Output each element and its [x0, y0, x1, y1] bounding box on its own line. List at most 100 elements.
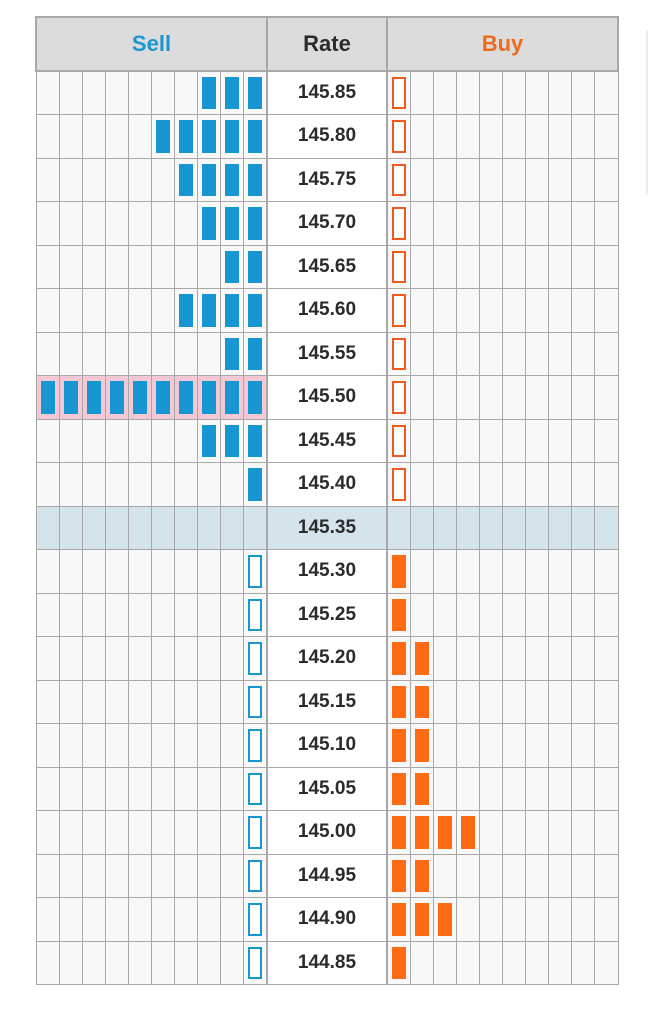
buy-cell[interactable] [386, 636, 411, 681]
buy-cell[interactable] [525, 462, 550, 507]
rate-row[interactable]: 145.40 [35, 462, 619, 507]
buy-cell[interactable] [548, 592, 573, 637]
sell-cell[interactable] [58, 679, 83, 724]
buy-cell[interactable] [432, 549, 457, 594]
sell-cell[interactable] [104, 940, 129, 985]
sell-cell[interactable] [81, 679, 106, 724]
buy-cell[interactable] [571, 70, 596, 115]
buy-cell[interactable] [525, 201, 550, 246]
buy-cell[interactable] [432, 375, 457, 420]
buy-cell[interactable] [409, 157, 434, 202]
buy-cell[interactable] [571, 505, 596, 550]
sell-cell[interactable] [35, 418, 60, 463]
buy-cell[interactable] [594, 592, 619, 637]
buy-cell[interactable] [594, 723, 619, 768]
buy-cell[interactable] [501, 853, 527, 898]
sell-cell[interactable] [150, 505, 176, 550]
buy-cell[interactable] [548, 331, 573, 376]
sell-cell[interactable] [150, 288, 176, 333]
rate-row[interactable]: 145.65 [35, 244, 619, 289]
buy-cell[interactable] [409, 723, 434, 768]
buy-cell[interactable] [548, 505, 573, 550]
buy-cell[interactable] [525, 114, 550, 159]
sell-cell[interactable] [58, 375, 83, 420]
buy-cell[interactable] [455, 940, 480, 985]
buy-cell[interactable] [386, 157, 411, 202]
buy-cell[interactable] [432, 418, 457, 463]
buy-cell[interactable] [432, 505, 457, 550]
sell-cell[interactable] [197, 853, 222, 898]
sell-cell[interactable] [150, 897, 176, 942]
sell-cell[interactable] [127, 853, 152, 898]
sell-cell[interactable] [35, 810, 60, 855]
buy-cell[interactable] [386, 244, 411, 289]
sell-cell[interactable] [243, 331, 268, 376]
sell-cell[interactable] [197, 462, 222, 507]
sell-cell[interactable] [35, 114, 60, 159]
sell-cell[interactable] [58, 592, 83, 637]
sell-cell[interactable] [81, 940, 106, 985]
buy-cell[interactable] [501, 201, 527, 246]
buy-cell[interactable] [501, 331, 527, 376]
sell-header[interactable]: Sell [35, 16, 268, 72]
buy-cell[interactable] [548, 810, 573, 855]
buy-cell[interactable] [386, 549, 411, 594]
buy-cell[interactable] [386, 679, 411, 724]
sell-cell[interactable] [104, 201, 129, 246]
sell-cell[interactable] [58, 549, 83, 594]
buy-cell[interactable] [525, 810, 550, 855]
sell-cell[interactable] [220, 505, 245, 550]
buy-cell[interactable] [571, 157, 596, 202]
buy-cell[interactable] [478, 549, 503, 594]
sell-cell[interactable] [150, 244, 176, 289]
sell-cell[interactable] [81, 897, 106, 942]
sell-cell[interactable] [243, 157, 268, 202]
buy-cell[interactable] [478, 679, 503, 724]
sell-cell[interactable] [58, 331, 83, 376]
buy-cell[interactable] [525, 940, 550, 985]
buy-cell[interactable] [548, 897, 573, 942]
sell-cell[interactable] [81, 70, 106, 115]
rate-row[interactable]: 145.85 [35, 70, 619, 115]
buy-cell[interactable] [478, 418, 503, 463]
buy-cell[interactable] [409, 636, 434, 681]
buy-cell[interactable] [432, 462, 457, 507]
sell-cell[interactable] [220, 940, 245, 985]
buy-cell[interactable] [548, 766, 573, 811]
buy-cell[interactable] [594, 636, 619, 681]
buy-cell[interactable] [594, 462, 619, 507]
sell-cell[interactable] [127, 201, 152, 246]
sell-cell[interactable] [220, 462, 245, 507]
buy-cell[interactable] [571, 723, 596, 768]
sell-cell[interactable] [220, 288, 245, 333]
buy-cell[interactable] [478, 636, 503, 681]
buy-cell[interactable] [594, 940, 619, 985]
buy-cell[interactable] [386, 853, 411, 898]
buy-cell[interactable] [571, 897, 596, 942]
sell-cell[interactable] [127, 549, 152, 594]
sell-cell[interactable] [197, 940, 222, 985]
sell-cell[interactable] [220, 331, 245, 376]
rate-row[interactable]: 144.90 [35, 897, 619, 942]
buy-cell[interactable] [594, 70, 619, 115]
buy-cell[interactable] [455, 201, 480, 246]
buy-cell[interactable] [501, 810, 527, 855]
sell-cell[interactable] [150, 70, 176, 115]
rate-row[interactable]: 144.95 [35, 853, 619, 898]
buy-cell[interactable] [548, 636, 573, 681]
buy-cell[interactable] [594, 505, 619, 550]
sell-cell[interactable] [127, 70, 152, 115]
sell-cell[interactable] [243, 592, 268, 637]
sell-cell[interactable] [197, 723, 222, 768]
buy-cell[interactable] [409, 331, 434, 376]
buy-cell[interactable] [432, 592, 457, 637]
buy-cell[interactable] [571, 375, 596, 420]
buy-cell[interactable] [548, 288, 573, 333]
buy-cell[interactable] [501, 766, 527, 811]
sell-cell[interactable] [220, 897, 245, 942]
buy-cell[interactable] [525, 418, 550, 463]
sell-cell[interactable] [150, 853, 176, 898]
buy-cell[interactable] [455, 636, 480, 681]
buy-cell[interactable] [571, 288, 596, 333]
buy-cell[interactable] [501, 114, 527, 159]
